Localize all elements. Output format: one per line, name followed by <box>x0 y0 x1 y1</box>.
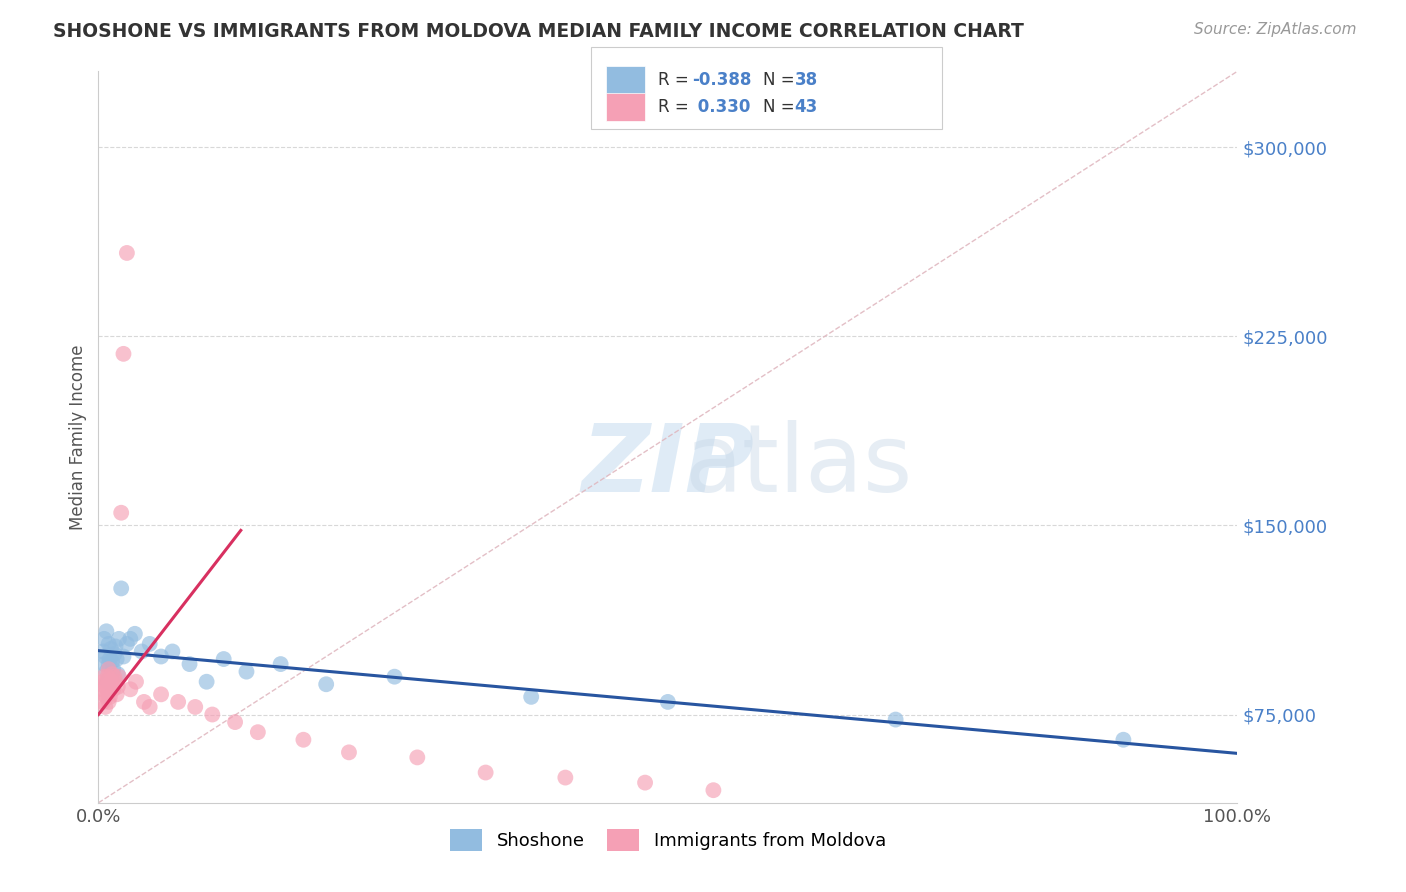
Point <box>96 690 118 704</box>
Text: N =: N = <box>763 98 800 116</box>
Point <box>179 657 201 671</box>
Point <box>120 682 142 697</box>
Point <box>96 674 118 689</box>
Point <box>93 687 115 701</box>
Point <box>104 640 127 654</box>
Point <box>96 682 118 697</box>
Point <box>110 582 132 596</box>
Text: N =: N = <box>763 71 800 89</box>
Point <box>94 700 117 714</box>
Point <box>212 652 235 666</box>
Point <box>91 644 114 658</box>
Point <box>107 680 129 694</box>
Point <box>315 677 337 691</box>
Point <box>702 783 724 797</box>
Point <box>224 715 246 730</box>
Point <box>107 667 129 681</box>
Point <box>96 624 118 639</box>
Point <box>103 662 125 676</box>
Point <box>634 775 657 789</box>
Point <box>96 674 118 689</box>
Point <box>91 674 114 689</box>
Point <box>101 667 124 681</box>
Point <box>406 750 429 764</box>
Point <box>657 695 679 709</box>
Point <box>98 690 121 704</box>
Point <box>96 665 118 679</box>
Point <box>105 652 128 666</box>
Point <box>103 670 125 684</box>
Text: -0.388: -0.388 <box>692 71 751 89</box>
Point <box>474 765 496 780</box>
Point <box>125 674 148 689</box>
Point <box>167 695 190 709</box>
Point <box>98 652 121 666</box>
Point <box>94 649 117 664</box>
Point <box>162 644 184 658</box>
Point <box>97 662 120 676</box>
Point <box>90 682 112 697</box>
Point <box>93 632 115 646</box>
Point <box>884 713 907 727</box>
Point <box>108 632 131 646</box>
Text: atlas: atlas <box>685 420 912 512</box>
Point <box>150 687 173 701</box>
Point <box>120 632 142 646</box>
Point <box>554 771 576 785</box>
Point <box>138 700 160 714</box>
Point <box>115 637 138 651</box>
Point <box>97 695 120 709</box>
Point <box>138 637 160 651</box>
Text: ZIP: ZIP <box>582 420 754 512</box>
Text: 43: 43 <box>794 98 818 116</box>
Point <box>270 657 292 671</box>
Text: R =: R = <box>658 98 695 116</box>
Point <box>108 670 131 684</box>
Point <box>337 745 360 759</box>
Point <box>132 695 155 709</box>
Point <box>97 657 120 671</box>
Y-axis label: Median Family Income: Median Family Income <box>69 344 87 530</box>
Point <box>101 655 124 669</box>
Point <box>115 246 138 260</box>
Point <box>520 690 543 704</box>
Point <box>246 725 269 739</box>
Point <box>1112 732 1135 747</box>
Point <box>105 687 128 701</box>
Point <box>98 677 121 691</box>
Text: Source: ZipAtlas.com: Source: ZipAtlas.com <box>1194 22 1357 37</box>
Text: SHOSHONE VS IMMIGRANTS FROM MOLDOVA MEDIAN FAMILY INCOME CORRELATION CHART: SHOSHONE VS IMMIGRANTS FROM MOLDOVA MEDI… <box>53 22 1025 41</box>
Point <box>104 674 127 689</box>
Point <box>100 674 122 689</box>
Point <box>184 700 207 714</box>
Point <box>110 506 132 520</box>
Point <box>124 627 146 641</box>
Point <box>195 674 218 689</box>
Point <box>93 657 115 671</box>
Point <box>100 642 122 657</box>
Point <box>112 347 135 361</box>
Point <box>150 649 173 664</box>
Point <box>91 695 114 709</box>
Point <box>97 637 120 651</box>
Point <box>235 665 257 679</box>
Text: 0.330: 0.330 <box>692 98 751 116</box>
Legend: Shoshone, Immigrants from Moldova: Shoshone, Immigrants from Moldova <box>441 820 894 860</box>
Point <box>384 670 406 684</box>
Text: 38: 38 <box>794 71 817 89</box>
Point <box>112 649 135 664</box>
Point <box>103 647 125 661</box>
Point <box>94 680 117 694</box>
Point <box>292 732 315 747</box>
Text: R =: R = <box>658 71 695 89</box>
Point <box>201 707 224 722</box>
Point <box>103 682 125 697</box>
Point <box>131 644 153 658</box>
Point <box>96 670 118 684</box>
Point <box>93 670 115 684</box>
